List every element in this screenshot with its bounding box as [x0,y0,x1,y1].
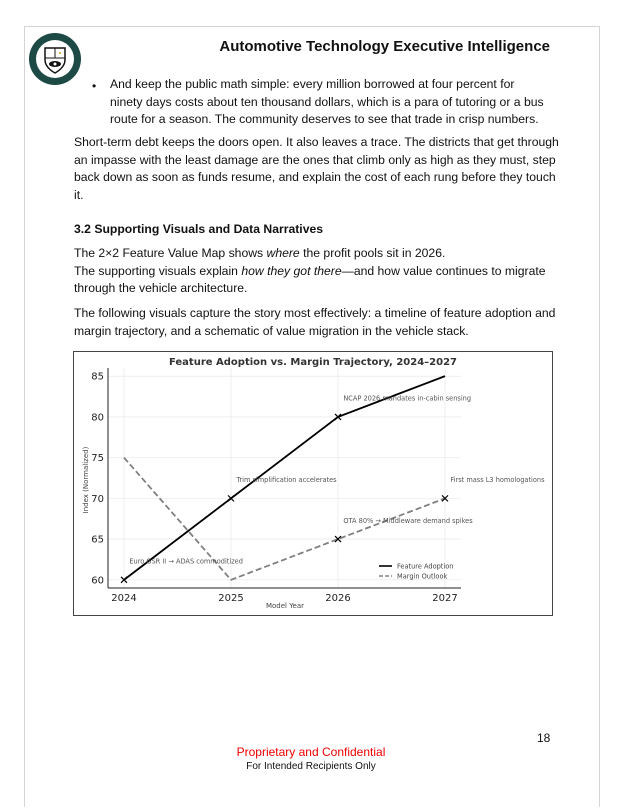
y-tick-label: 75 [91,453,104,464]
paragraph: The 2×2 Feature Value Map shows where th… [74,246,546,295]
page-number: 18 [537,731,551,745]
y-tick-label: 60 [91,575,104,586]
bullet-text: And keep the public math simple: every m… [110,77,544,126]
y-tick-label: 80 [91,412,104,423]
data-point-marker [334,535,342,543]
chart-annotation: NCAP 2026 mandates in-cabin sensing [343,395,471,403]
chart-annotation: Euro GSR II → ADAS commoditized [129,558,243,566]
legend-label: Margin Outlook [397,573,447,581]
paragraph: The following visuals capture the story … [74,306,556,338]
paragraph: Short-term debt keeps the doors open. It… [74,135,559,202]
recipients-notice: For Intended Recipients Only [246,761,376,772]
chart-title: Feature Adoption vs. Margin Trajectory, … [169,357,457,368]
x-tick-label: 2026 [325,593,350,604]
x-tick-label: 2024 [111,593,136,604]
line-chart: Feature Adoption vs. Margin Trajectory, … [73,351,553,616]
chart-annotation: First mass L3 homologations [450,476,545,484]
council-logo [29,33,81,85]
data-point-marker [120,576,128,584]
y-tick-label: 85 [91,372,104,383]
bullet-marker: • [92,79,97,93]
series-line-feature-adoption [123,375,446,581]
data-point-marker [334,413,342,421]
document-title: Automotive Technology Executive Intellig… [219,38,550,55]
section-heading: 3.2 Supporting Visuals and Data Narrativ… [74,222,324,236]
data-point-marker [227,494,235,502]
data-point-marker [441,494,449,502]
chart-annotation: Trim simplification accelerates [235,476,337,484]
legend-label: Feature Adoption [397,563,453,571]
x-tick-label: 2025 [218,593,243,604]
y-tick-label: 65 [91,535,104,546]
x-tick-label: 2027 [432,593,457,604]
x-axis-label: Model Year [266,602,304,610]
y-axis-label: Index (Normalized) [82,446,90,513]
series-line-margin-outlook [123,457,446,581]
page-border [24,26,600,807]
confidential-notice: Proprietary and Confidential [236,745,386,759]
y-tick-label: 70 [91,494,104,505]
chart-annotation: OTA 80% → Middleware demand spikes [343,517,473,525]
